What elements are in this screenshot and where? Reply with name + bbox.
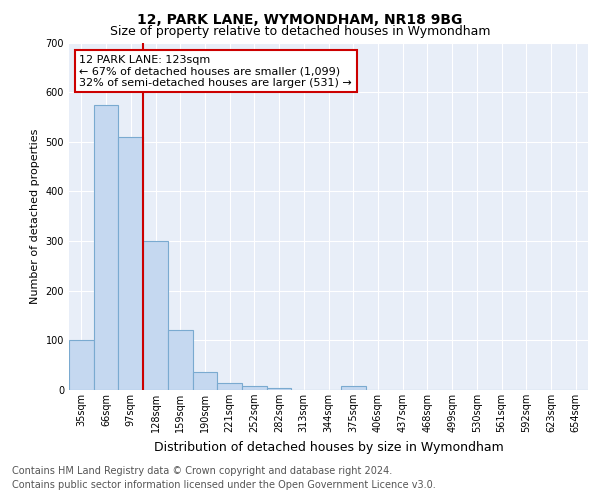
Bar bbox=[267, 388, 292, 390]
Bar bbox=[143, 241, 168, 390]
Bar bbox=[168, 330, 193, 390]
Text: Contains public sector information licensed under the Open Government Licence v3: Contains public sector information licen… bbox=[12, 480, 436, 490]
Text: 12, PARK LANE, WYMONDHAM, NR18 9BG: 12, PARK LANE, WYMONDHAM, NR18 9BG bbox=[137, 12, 463, 26]
X-axis label: Distribution of detached houses by size in Wymondham: Distribution of detached houses by size … bbox=[154, 440, 503, 454]
Text: Size of property relative to detached houses in Wymondham: Size of property relative to detached ho… bbox=[110, 25, 490, 38]
Bar bbox=[242, 386, 267, 390]
Text: Contains HM Land Registry data © Crown copyright and database right 2024.: Contains HM Land Registry data © Crown c… bbox=[12, 466, 392, 476]
Bar bbox=[69, 340, 94, 390]
Bar bbox=[341, 386, 365, 390]
Bar bbox=[193, 372, 217, 390]
Text: 12 PARK LANE: 123sqm
← 67% of detached houses are smaller (1,099)
32% of semi-de: 12 PARK LANE: 123sqm ← 67% of detached h… bbox=[79, 54, 352, 88]
Bar bbox=[94, 104, 118, 390]
Y-axis label: Number of detached properties: Number of detached properties bbox=[30, 128, 40, 304]
Bar bbox=[217, 382, 242, 390]
Bar bbox=[118, 137, 143, 390]
